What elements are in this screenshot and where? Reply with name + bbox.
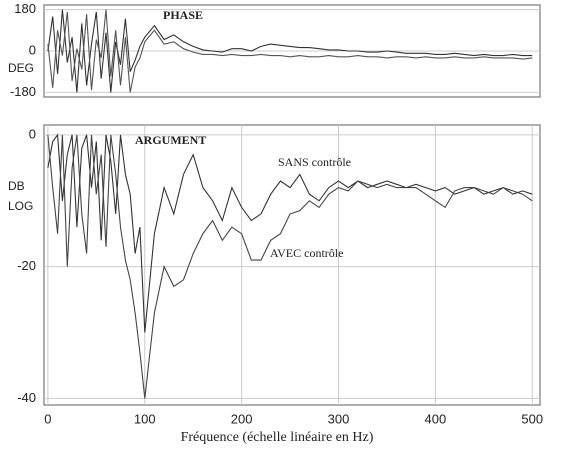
y-axis-label: DB LOG [8, 179, 34, 213]
series-line [47, 133, 533, 333]
y-tick-label: 0 [29, 42, 36, 57]
x-axis-label: Fréquence (échelle linéaire en Hz) [181, 430, 374, 445]
y-axis-label: DEG [8, 61, 35, 75]
y-tick-label: -20 [17, 258, 36, 273]
series-line [47, 9, 533, 93]
series-line [47, 9, 533, 93]
y-tick-label: -180 [10, 84, 36, 99]
series-label: AVEC contrôle [270, 246, 343, 260]
panel-title: ARGUMENT [135, 133, 206, 147]
series-line [47, 134, 533, 399]
y-tick-label: 0 [29, 126, 36, 141]
x-tick-label: 500 [521, 411, 543, 426]
x-tick-label: 300 [328, 411, 350, 426]
y-tick-label: 180 [14, 1, 36, 16]
plot-frame [43, 124, 541, 406]
x-tick-label: 400 [425, 411, 447, 426]
panel-title: PHASE [163, 8, 203, 22]
x-tick-label: 0 [44, 411, 51, 426]
y-tick-label: -40 [17, 390, 36, 405]
series-label: SANS contrôle [278, 155, 351, 169]
x-tick-label: 100 [134, 411, 156, 426]
x-tick-label: 200 [231, 411, 253, 426]
